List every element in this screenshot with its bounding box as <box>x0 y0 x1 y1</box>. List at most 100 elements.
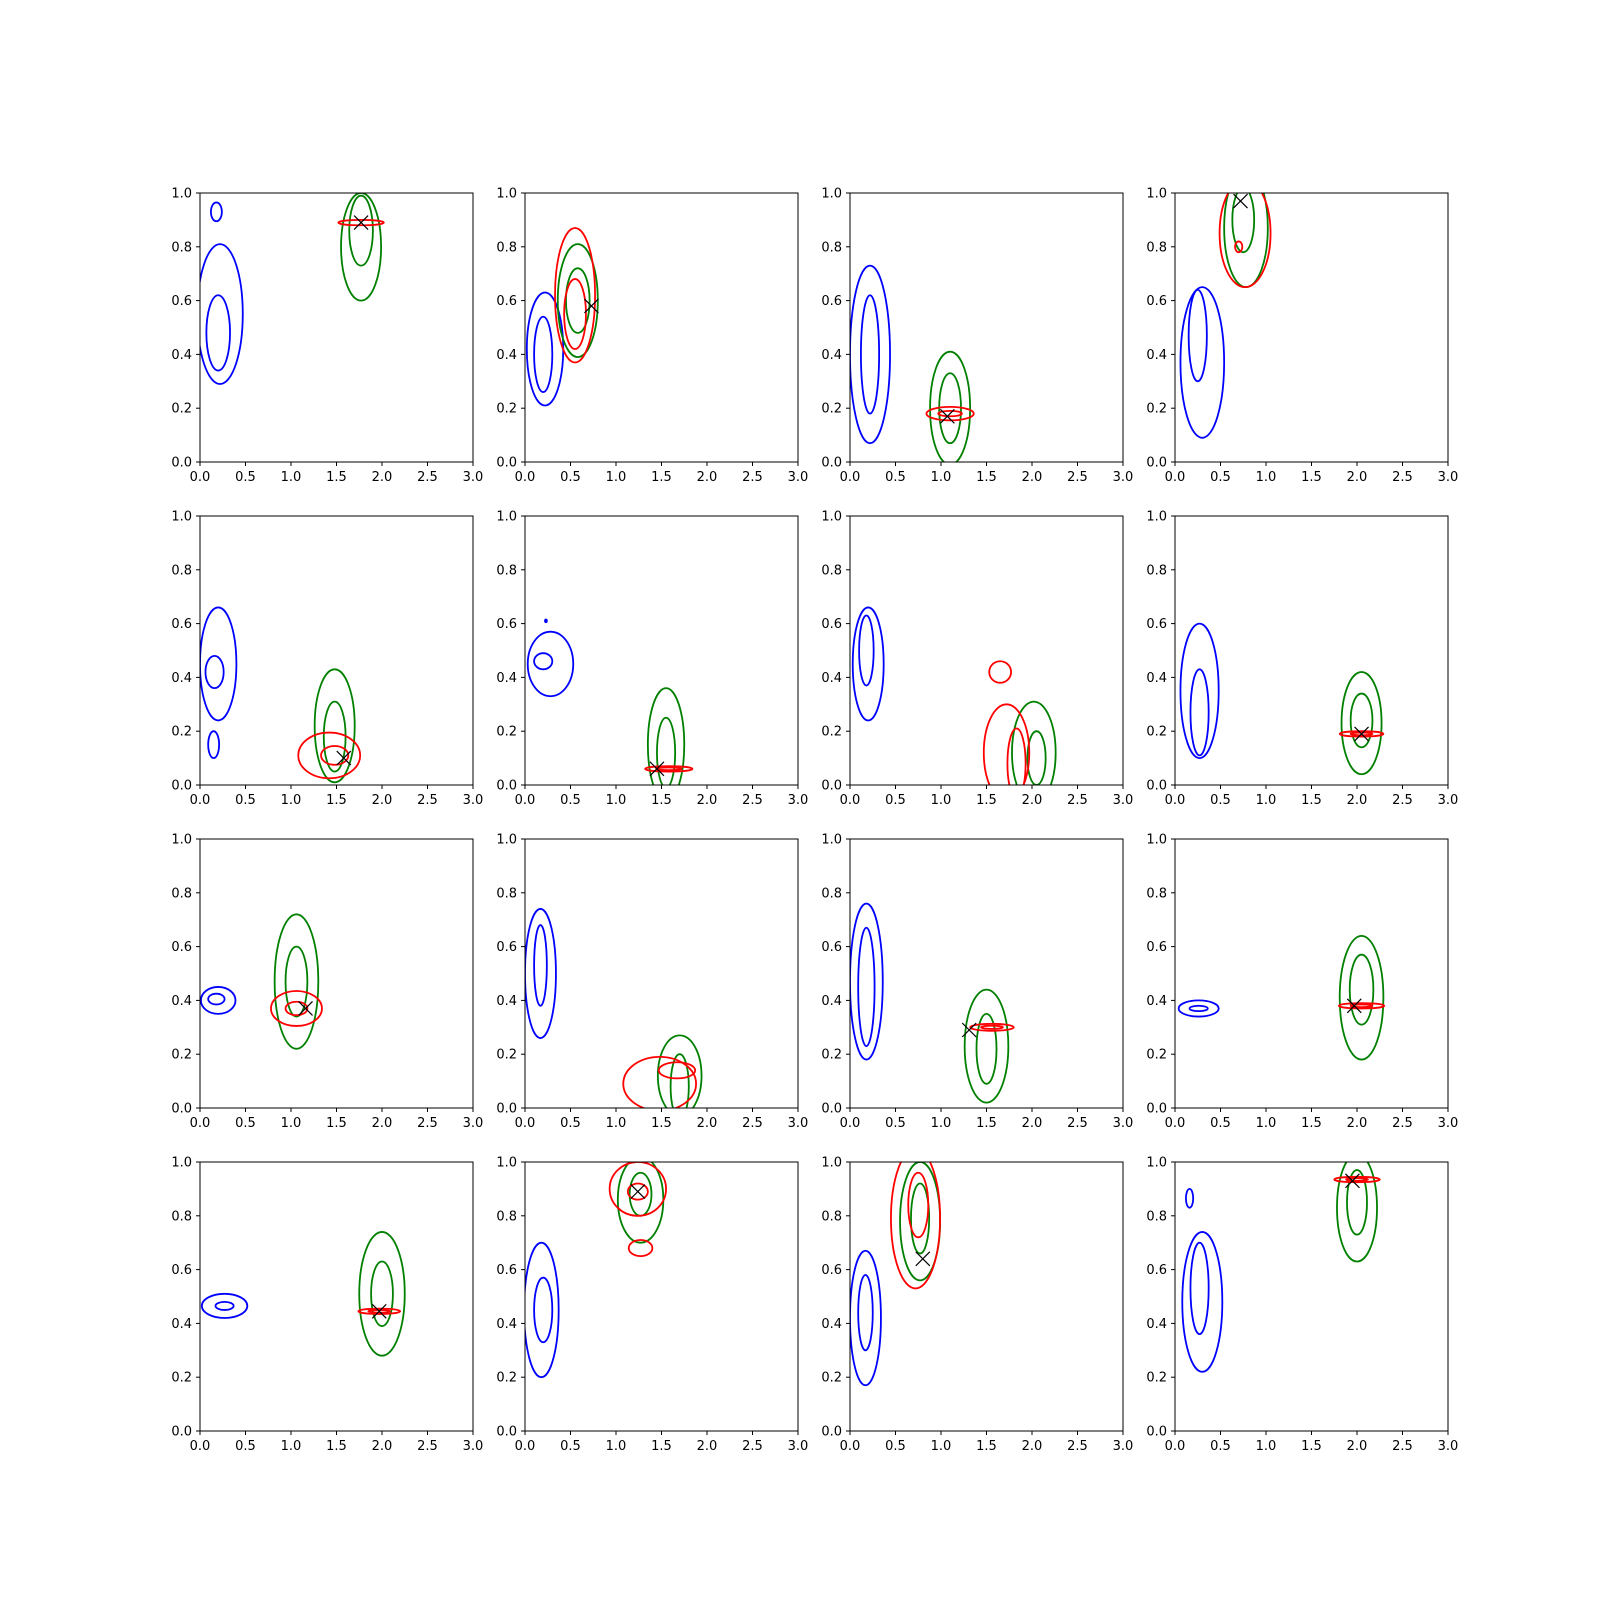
contour-s3-level-1 <box>644 765 694 773</box>
axes-frame <box>199 515 474 786</box>
contour-s2-level-1 <box>273 913 320 1050</box>
x-marker-stroke-b <box>1346 998 1362 1014</box>
x-tick-label: 3.0 <box>1438 470 1459 485</box>
x-marker <box>1345 1173 1360 1189</box>
subplot-14: 0.0 0.5 1.0 1.5 2.0 2.5 3.0 0.0 0.2 0.4 0.6 0.8 1.0 <box>496 1156 808 1455</box>
x-tick-label: 0.0 <box>840 470 861 485</box>
subplot-11: 0.0 0.5 1.0 1.5 2.0 2.5 3.0 0.0 0.2 0.4 0.6 0.8 1.0 <box>821 833 1133 1132</box>
x-tick-label: 2.5 <box>1067 1116 1088 1131</box>
contour-group <box>525 227 599 407</box>
x-marker <box>298 1001 313 1016</box>
contour-s1-level-3 <box>544 618 548 624</box>
y-tick-label: 0.6 <box>1146 940 1167 955</box>
x-tick-label: 2.0 <box>1022 470 1043 485</box>
x-tick-label: 1.0 <box>606 1116 627 1131</box>
x-tick-label: 2.0 <box>1347 1116 1368 1131</box>
x-tick-label: 1.5 <box>1301 793 1322 808</box>
contour-s3-level-1 <box>554 227 596 364</box>
contour-s1-level-1 <box>850 264 891 445</box>
x-tick-label: 3.0 <box>1438 1439 1459 1454</box>
contour-group <box>850 264 975 462</box>
y-tick-label: 0.0 <box>171 779 192 794</box>
x-marker-stroke-b <box>371 1303 387 1319</box>
contour-s2-level-2 <box>1349 692 1374 749</box>
x-tick-label: 2.5 <box>1392 1439 1413 1454</box>
contour-s1-level-2 <box>860 294 881 415</box>
contour-s3-level-1 <box>1338 730 1385 738</box>
contour-s1-level-1 <box>851 606 885 722</box>
x-tick-label: 3.0 <box>1438 793 1459 808</box>
contour-s1-level-2 <box>857 1274 874 1352</box>
y-tick-label: 0.2 <box>1146 1371 1167 1386</box>
contour-s1-level-2 <box>533 652 554 671</box>
x-tick-label: 0.0 <box>1165 793 1186 808</box>
y-tick-label: 0.0 <box>821 1102 842 1117</box>
contour-s1-level-2 <box>1189 1241 1210 1336</box>
x-tick-label: 0.0 <box>840 1116 861 1131</box>
x-tick-label: 1.0 <box>1256 1116 1277 1131</box>
subplot-2: 0.0 0.5 1.0 1.5 2.0 2.5 3.0 0.0 0.2 0.4 0.6 0.8 1.0 <box>496 187 808 486</box>
y-tick-label: 0.2 <box>821 1371 842 1386</box>
contour-s2-level-2 <box>322 700 347 773</box>
y-tick-label: 0.4 <box>1146 671 1167 686</box>
y-tick-label: 0.6 <box>821 1263 842 1278</box>
x-marker-stroke-b <box>630 1184 646 1200</box>
x-marker <box>1233 193 1248 209</box>
y-tick-label: 0.2 <box>496 725 517 740</box>
contour-s2-level-1 <box>646 687 686 785</box>
x-tick-label: 0.5 <box>885 1439 906 1454</box>
y-tick-label: 0.0 <box>1146 1102 1167 1117</box>
x-tick-label: 0.0 <box>840 1439 861 1454</box>
y-tick-label: 0.0 <box>821 1425 842 1440</box>
contour-s1-level-2 <box>1189 668 1210 757</box>
y-tick-label: 0.2 <box>171 1371 192 1386</box>
x-tick-label: 0.0 <box>190 793 211 808</box>
x-tick-label: 3.0 <box>1113 1439 1134 1454</box>
subplot-16: 0.0 0.5 1.0 1.5 2.0 2.5 3.0 0.0 0.2 0.4 0.6 0.8 1.0 <box>1146 1156 1459 1455</box>
contour-s1-level-1 <box>1179 286 1226 439</box>
x-tick-label: 1.5 <box>1301 470 1322 485</box>
x-tick-label: 0.0 <box>840 793 861 808</box>
contour-s3-level-1 <box>622 1055 697 1108</box>
x-tick-label: 0.0 <box>515 1439 536 1454</box>
x-marker-stroke-b <box>1233 193 1248 209</box>
contour-s2-level-2 <box>669 1053 690 1108</box>
x-tick-label: 0.5 <box>885 470 906 485</box>
contour-s2-level-1 <box>1340 671 1383 776</box>
x-tick-label: 0.5 <box>560 1439 581 1454</box>
y-tick-label: 0.4 <box>171 348 192 363</box>
x-tick-label: 1.0 <box>281 470 302 485</box>
x-tick-label: 0.0 <box>190 470 211 485</box>
contour-s1-level-3 <box>210 201 223 223</box>
x-tick-label: 2.0 <box>372 793 393 808</box>
contour-s1-level-2 <box>205 294 231 372</box>
x-tick-label: 2.5 <box>417 1116 438 1131</box>
contour-s1-level-1 <box>200 606 238 722</box>
y-tick-label: 0.0 <box>496 779 517 794</box>
x-marker-stroke-b <box>915 1251 931 1267</box>
y-tick-label: 1.0 <box>821 833 842 848</box>
x-tick-label: 0.5 <box>1210 793 1231 808</box>
x-tick-label: 2.0 <box>697 1439 718 1454</box>
x-tick-label: 1.0 <box>931 1439 952 1454</box>
contour-s2-level-1 <box>340 193 382 302</box>
x-tick-label: 1.5 <box>326 1439 347 1454</box>
y-tick-label: 1.0 <box>821 510 842 525</box>
x-tick-label: 0.5 <box>885 1116 906 1131</box>
y-tick-label: 0.6 <box>821 617 842 632</box>
x-tick-label: 2.5 <box>742 1439 763 1454</box>
x-tick-label: 1.5 <box>976 1439 997 1454</box>
x-tick-label: 3.0 <box>1113 793 1134 808</box>
y-tick-label: 0.6 <box>1146 617 1167 632</box>
x-tick-label: 1.5 <box>651 470 672 485</box>
y-tick-label: 0.4 <box>1146 994 1167 1009</box>
x-tick-label: 2.0 <box>1347 1439 1368 1454</box>
contour-s1-level-2 <box>858 614 875 687</box>
x-tick-label: 0.0 <box>190 1439 211 1454</box>
x-marker-stroke-b <box>1345 1173 1360 1189</box>
x-marker <box>649 761 665 777</box>
contour-s2-level-1 <box>1011 700 1057 785</box>
y-tick-label: 0.4 <box>496 348 517 363</box>
contour-s1-level-3 <box>1185 1187 1195 1209</box>
contour-s3-level-1 <box>890 1162 941 1290</box>
